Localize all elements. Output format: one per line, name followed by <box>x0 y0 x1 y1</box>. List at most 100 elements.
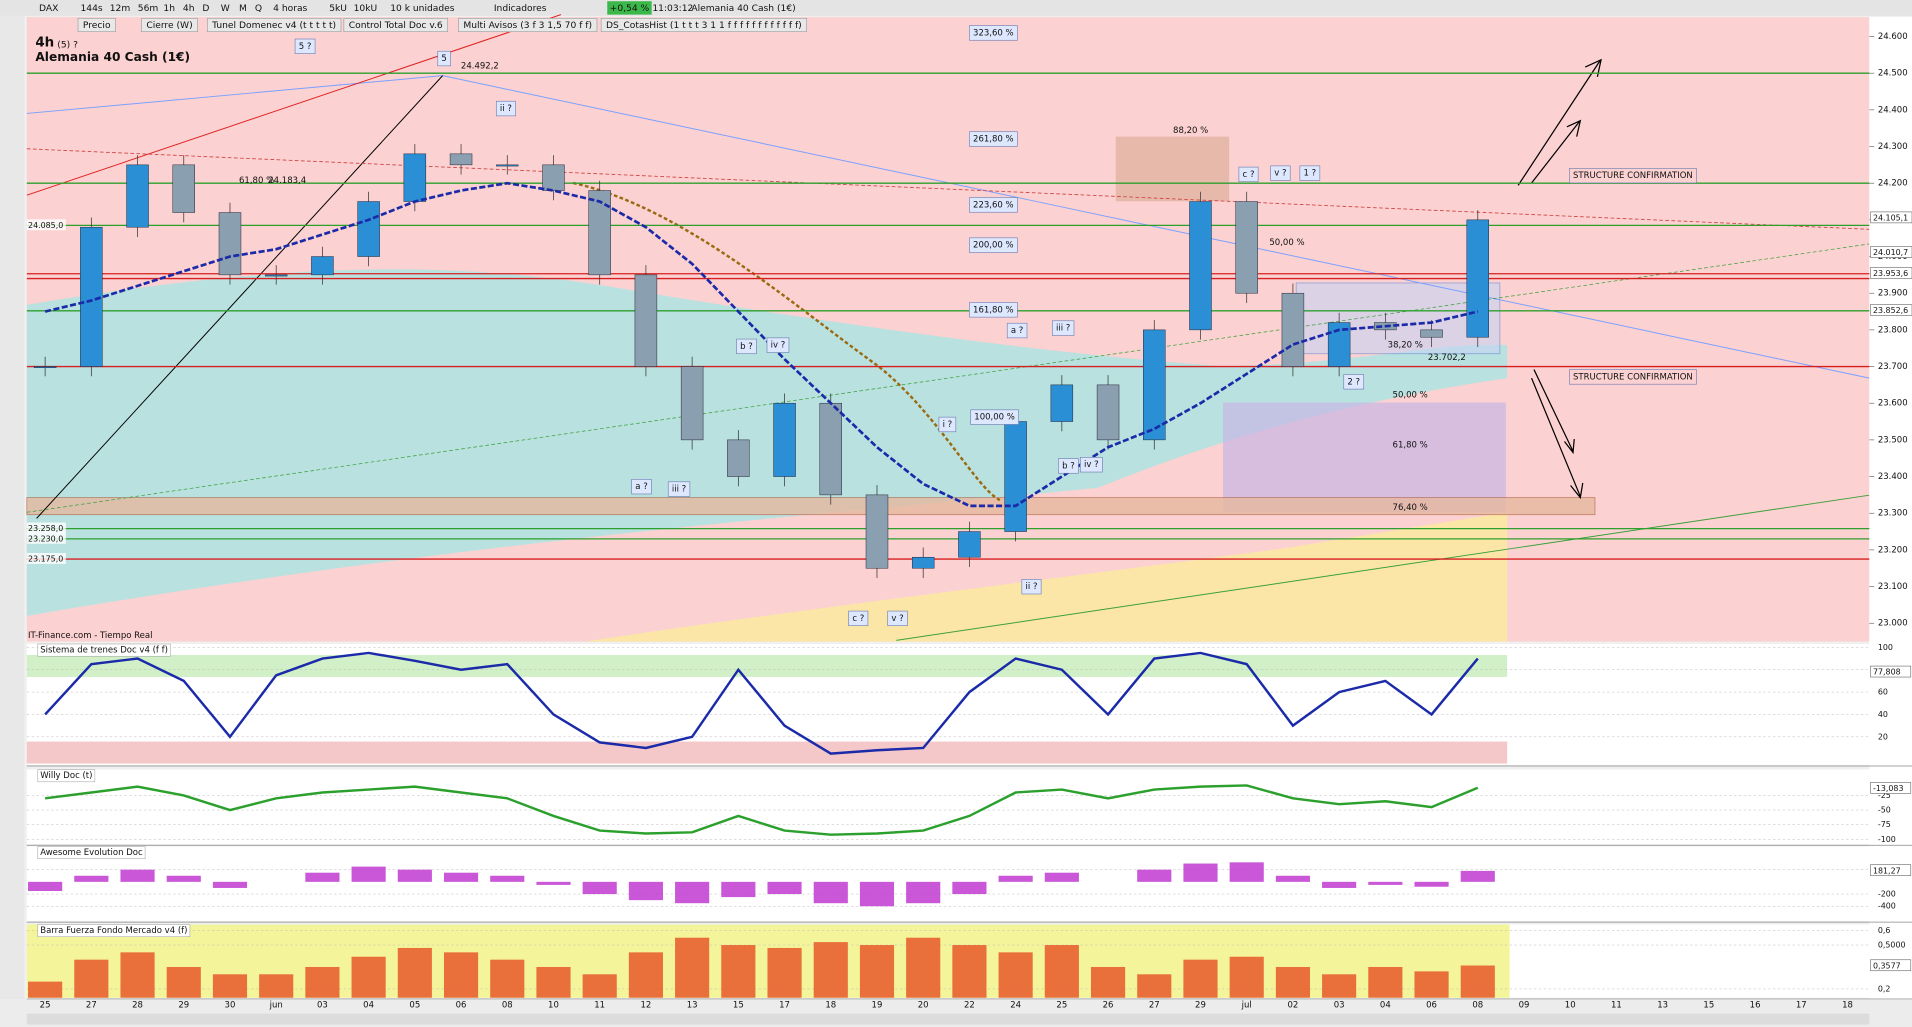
indicator-name[interactable]: Cierre (W) <box>146 21 192 31</box>
indicator-bar <box>998 875 1033 882</box>
arrow-up <box>1517 58 1602 186</box>
price-axis <box>1869 17 1912 1010</box>
indicator-chip[interactable] <box>141 17 198 33</box>
toolbar-button[interactable]: M <box>239 4 247 14</box>
price-tag-label: 23.852,6 <box>1873 306 1908 315</box>
x-tick-label: 25 <box>1056 1001 1067 1011</box>
y-tick-label: 24.500 <box>1878 69 1908 79</box>
x-tick-label: 18 <box>1842 1001 1853 1011</box>
y-tick-label: 60 <box>1878 688 1888 697</box>
toolbar-button[interactable]: D <box>202 4 209 14</box>
annotation: v ? <box>1274 169 1286 179</box>
indicator-line <box>44 784 1479 836</box>
y-tick-label: 0,5000 <box>1878 941 1906 950</box>
x-tick-label: 13 <box>1657 1001 1668 1011</box>
y-tick-label: 23.500 <box>1878 435 1908 445</box>
y-tick-label: 0,2 <box>1878 984 1891 993</box>
x-tick-label: 27 <box>1149 1001 1160 1011</box>
arrow-up <box>1531 119 1582 184</box>
x-tick-label: 10 <box>548 1001 559 1011</box>
trendline <box>26 148 1870 230</box>
indicator-bar <box>1137 974 1172 998</box>
indicator-chip[interactable] <box>458 17 598 33</box>
candle <box>588 190 611 276</box>
annotation-box <box>1058 458 1079 474</box>
toolbar-button[interactable]: +0,54 % <box>610 4 650 14</box>
panel-title: Barra Fuerza Fondo Mercado v4 (f) <box>40 926 187 936</box>
indicator-name[interactable]: Control Total Doc v.6 <box>349 21 443 31</box>
x-tick-label: 24 <box>1010 1001 1021 1011</box>
indicator-bar <box>582 974 617 998</box>
annotation: 23.702,2 <box>1428 353 1466 363</box>
indicator-bar <box>628 952 663 998</box>
annotation-box <box>667 481 691 497</box>
toolbar-button[interactable]: Q <box>255 4 262 14</box>
annotation-box <box>1569 369 1697 385</box>
candle <box>1420 329 1443 338</box>
panel-title: Sistema de trenes Doc v4 (f f) <box>40 646 168 656</box>
level-label: 23.230,0 <box>28 534 63 543</box>
support-band <box>26 497 1596 516</box>
indicator-chip[interactable] <box>600 17 807 33</box>
indicator-bar <box>351 866 386 882</box>
x-tick-label: 29 <box>178 1001 189 1011</box>
indicator-name[interactable]: Tunel Domenec v4 (t t t t t) <box>211 21 336 31</box>
indicator-chip[interactable] <box>77 17 116 33</box>
x-tick-label: 02 <box>1287 1001 1298 1011</box>
annotation: 24.492,2 <box>461 61 499 71</box>
y-tick-label: 23.900 <box>1878 289 1908 299</box>
toolbar-button[interactable]: 144s <box>80 4 102 14</box>
panel-title: Willy Doc (t) <box>40 771 92 781</box>
panel-title: Awesome Evolution Doc <box>40 848 143 858</box>
indicator-name[interactable]: Multi Avisos (3 f 3 1,5 70 f f) <box>463 21 592 31</box>
x-tick-label: 04 <box>363 1001 374 1011</box>
scrollbar[interactable] <box>26 1013 1870 1025</box>
indicator-bar <box>721 881 756 898</box>
toolbar-button[interactable]: 56m <box>138 4 159 14</box>
indicator-bar <box>120 952 155 998</box>
indicator-chip[interactable] <box>343 17 448 33</box>
indicator-bar <box>166 875 201 882</box>
annotation-box <box>1270 165 1291 181</box>
indicator-bar <box>1137 869 1172 882</box>
indicator-name[interactable]: Precio <box>83 21 111 31</box>
x-tick-label: 10 <box>1565 1001 1576 1011</box>
indicator-bar <box>443 872 479 882</box>
toolbar-button[interactable]: Alemania 40 Cash (1€) <box>691 4 795 14</box>
toolbar-button[interactable]: 10 k unidades <box>390 4 455 14</box>
toolbar-button[interactable]: DAX <box>39 4 58 14</box>
indicator-bar <box>536 881 571 885</box>
x-tick-label: 12 <box>640 1001 651 1011</box>
value-tag-label: 77,808 <box>1873 668 1901 677</box>
indicator-name[interactable]: DS_CotasHist (1 t t t 3 1 1 f f f f f f … <box>606 21 802 31</box>
annotation-box <box>1299 165 1321 181</box>
annotation: v ? <box>891 614 903 624</box>
timeframe: 4h <box>35 36 54 51</box>
yellow-zone <box>585 512 1508 642</box>
x-tick-label: 28 <box>132 1001 143 1011</box>
annotation-box <box>1238 166 1259 183</box>
x-tick-label: 15 <box>733 1001 744 1011</box>
toolbar-button[interactable]: Indicadores <box>494 4 547 14</box>
toolbar-button[interactable]: 10kU <box>354 4 378 14</box>
indicator-chip[interactable] <box>206 17 342 33</box>
moving-average <box>44 181 1479 508</box>
value-tag <box>1870 782 1912 794</box>
toolbar-button[interactable]: W <box>221 4 230 14</box>
indicator-bar <box>1460 965 1495 998</box>
toolbar-button[interactable]: 11:03:12 <box>652 4 693 14</box>
annotation: 161,80 % <box>973 305 1014 315</box>
toolbar-button[interactable]: 4h <box>183 4 195 14</box>
annotation: 261,80 % <box>973 135 1014 145</box>
toolbar-button[interactable]: 4 horas <box>273 4 307 14</box>
toolbar-button[interactable]: 12m <box>110 4 131 14</box>
level-label: 24.085,0 <box>28 221 63 230</box>
trendline <box>26 243 1870 513</box>
subpanel <box>26 846 1870 921</box>
indicator-bar <box>859 945 895 998</box>
toolbar-button[interactable]: 5kU <box>329 4 347 14</box>
candle <box>1235 201 1258 294</box>
panel-title-bg <box>37 643 171 657</box>
toolbar-button[interactable]: 1h <box>163 4 175 14</box>
